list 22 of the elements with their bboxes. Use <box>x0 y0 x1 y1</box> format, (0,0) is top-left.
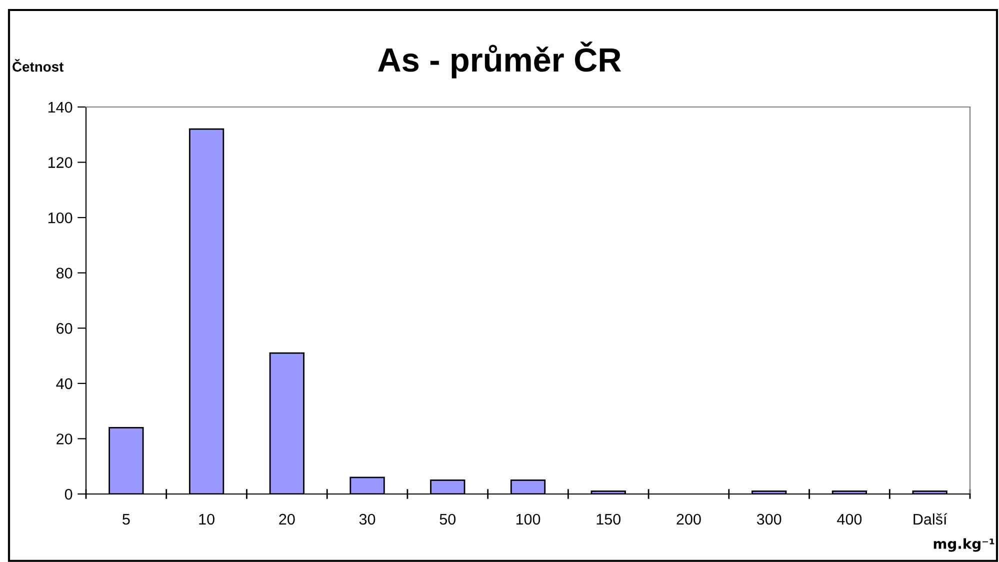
y-tick-label: 20 <box>56 434 72 444</box>
x-tick-label: 10 <box>199 514 214 525</box>
y-tick-label: 60 <box>56 323 72 334</box>
x-tick-label: 5 <box>122 514 130 525</box>
x-axis-title: mg.kg⁻¹ <box>934 538 994 552</box>
chart-title: As - průměr ČR <box>378 42 622 78</box>
y-tick-label: 120 <box>48 157 72 168</box>
x-tick-label: 30 <box>359 514 376 525</box>
y-axis-title: Četnost <box>12 59 64 72</box>
x-tick-label: 200 <box>676 514 701 525</box>
x-tick-label: 400 <box>837 514 862 525</box>
y-tick-label: 140 <box>48 102 72 113</box>
y-tick-label: 100 <box>48 212 72 224</box>
x-tick-label: 50 <box>440 514 456 525</box>
y-tick-label: 80 <box>56 268 72 279</box>
x-tick-label: Další <box>914 513 948 525</box>
y-tick-label: 40 <box>56 378 72 390</box>
x-tick-label: 100 <box>516 514 540 525</box>
x-tick-label: 150 <box>596 514 621 525</box>
x-tick-label: 20 <box>279 514 295 525</box>
y-tick-label: 0 <box>64 488 72 500</box>
x-tick-label: 300 <box>756 514 782 525</box>
